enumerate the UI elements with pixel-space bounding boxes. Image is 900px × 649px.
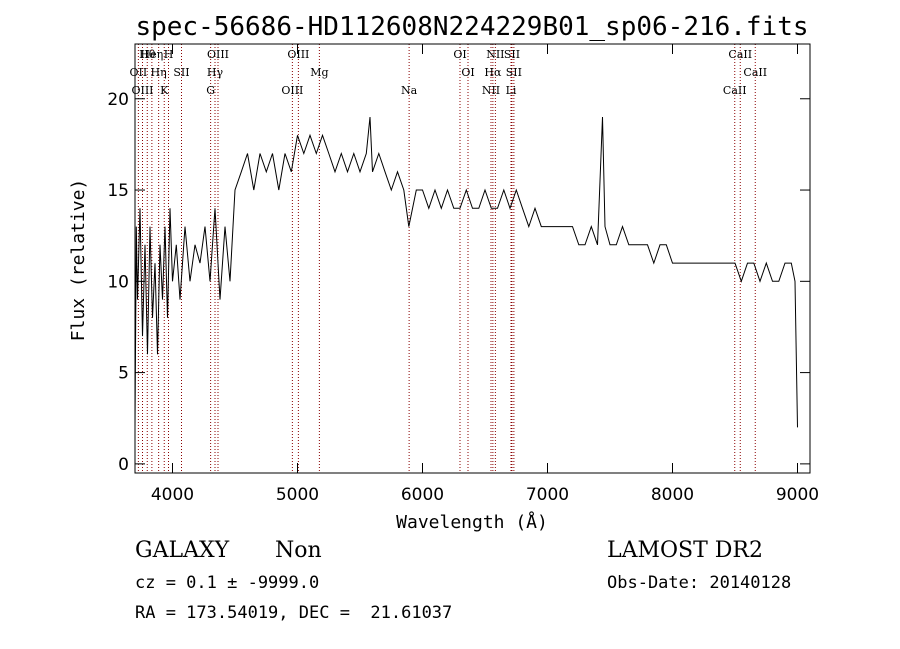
emission-line-label: H <box>164 48 174 61</box>
x-tick-label: 5000 <box>276 485 319 505</box>
y-tick-label: 5 <box>118 364 129 384</box>
emission-line-label: Hγ <box>207 66 224 79</box>
emission-line-label: NII <box>482 84 500 97</box>
y-tick-label: 15 <box>107 181 129 201</box>
emission-line-label: Hθ <box>139 48 156 61</box>
y-tick-label: 20 <box>107 90 129 110</box>
emission-line-labels: HθOIIOIIIHeηHηKHSIIGOIIIHγOIIIOIIIMgNaOI… <box>130 48 768 97</box>
emission-line-label: CaII <box>728 48 752 61</box>
emission-line-label: OIII <box>281 84 303 97</box>
emission-line-label: Heη <box>141 48 164 61</box>
x-tick-label: 6000 <box>401 485 444 505</box>
y-tick-label: 10 <box>107 272 129 292</box>
emission-line-label: SII <box>504 48 520 61</box>
x-tick-label: 8000 <box>651 485 694 505</box>
y-axis-label: Flux (relative) <box>68 179 89 342</box>
chart-title: spec-56686-HD112608N224229B01_sp06-216.f… <box>135 12 808 42</box>
observation-date: Obs-Date: 20140128 <box>607 573 792 593</box>
emission-line-label: OII <box>130 66 148 79</box>
emission-line-label: G <box>206 84 215 97</box>
redshift-cz: cz = 0.1 ± -9999.0 <box>135 573 320 593</box>
x-tick-label: 4000 <box>151 485 194 505</box>
plot-frame <box>134 43 811 474</box>
emission-line-label: OI <box>461 66 474 79</box>
survey-name: LAMOST DR2 <box>607 538 763 563</box>
spectrum-series-line <box>134 116 798 428</box>
object-class: GALAXY <box>135 538 230 563</box>
emission-line-label: Hη <box>151 66 167 79</box>
emission-line-label: OIII <box>287 48 309 61</box>
x-tick-label: 7000 <box>526 485 569 505</box>
emission-line-label: CaII <box>723 84 747 97</box>
emission-line-label: OI <box>453 48 466 61</box>
x-axis-label: Wavelength (Å) <box>396 511 548 533</box>
emission-line-label: NII <box>486 48 504 61</box>
emission-line-label: SII <box>173 66 189 79</box>
emission-line-label: OIII <box>131 84 153 97</box>
emission-line-label: SII <box>506 66 522 79</box>
object-subclass: Non <box>275 538 322 563</box>
emission-line-markers <box>137 44 756 473</box>
emission-line-label: OIII <box>207 48 229 61</box>
emission-line-label: K <box>160 84 169 97</box>
x-tick-label: 9000 <box>776 485 819 505</box>
y-axis-ticks: 0 5 10 15 20 <box>107 90 810 475</box>
x-axis-ticks: 4000 5000 6000 7000 8000 9000 <box>151 44 819 505</box>
y-tick-label: 0 <box>118 455 129 475</box>
emission-line-label: CaII <box>743 66 767 79</box>
ra-dec-coordinates: RA = 173.54019, DEC = 21.61037 <box>135 603 453 623</box>
emission-line-label: Li <box>506 84 517 97</box>
emission-line-label: Hα <box>484 66 502 79</box>
emission-line-label: Mg <box>310 66 328 79</box>
emission-line-label: Na <box>401 84 418 97</box>
